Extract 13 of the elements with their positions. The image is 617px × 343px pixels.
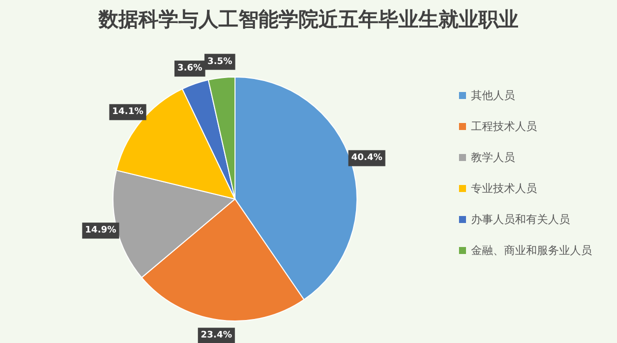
data-label: 14.9% <box>85 226 116 236</box>
chart-title: 数据科学与人工智能学院近五年毕业生就业职业 <box>97 6 520 33</box>
data-label: 23.4% <box>200 330 232 341</box>
data-label: 3.5% <box>207 56 232 67</box>
data-label: 14.1% <box>112 107 144 118</box>
legend-label: 其他人员 <box>471 88 515 103</box>
legend-label: 工程技术人员 <box>471 119 537 134</box>
data-label: 40.4% <box>351 153 382 164</box>
legend-label: 专业技术人员 <box>471 181 537 196</box>
legend-label: 办事人员和有关人员 <box>471 212 570 227</box>
legend-label: 金融、商业和服务业人员 <box>471 243 592 258</box>
data-label: 3.6% <box>177 64 202 74</box>
legend-label: 教学人员 <box>471 150 515 165</box>
